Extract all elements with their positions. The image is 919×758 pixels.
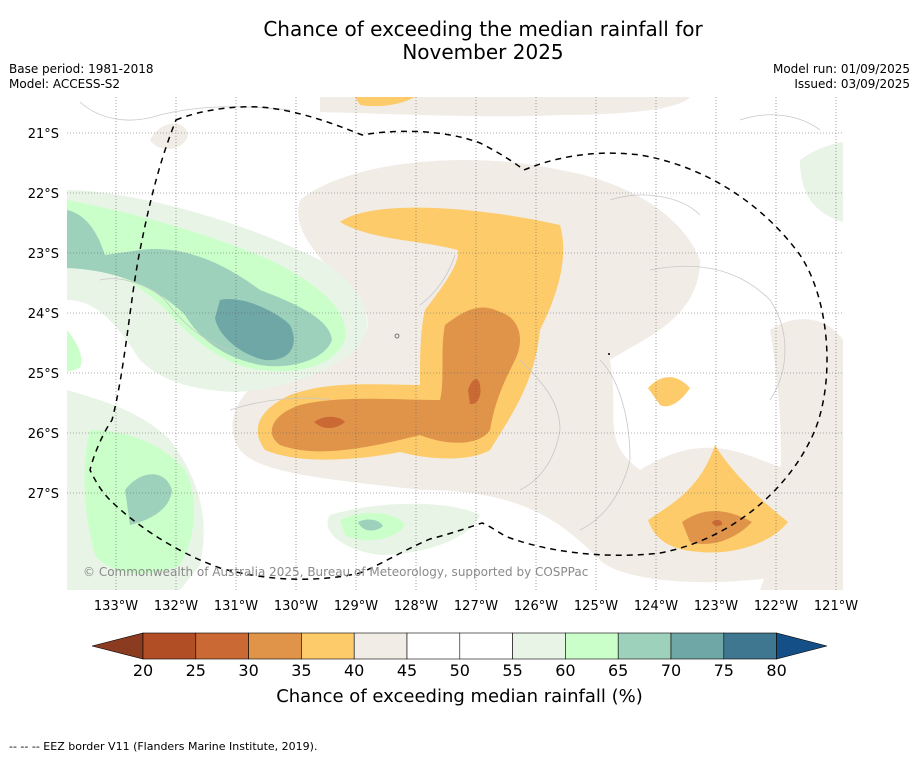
longitude-label: 128°W (394, 599, 438, 614)
colorbar-segment (353, 632, 408, 660)
issued-date: Issued: 03/09/2025 (794, 77, 910, 91)
latitude-label: 22°S (28, 187, 59, 202)
orange-zone-southeast (682, 511, 752, 544)
colorbar-segment (195, 632, 249, 660)
latitude-label: 23°S (28, 247, 59, 262)
colorbar-segment (617, 632, 672, 660)
lightgreen-zone-edge (67, 330, 82, 372)
colorbar-tick-label: 55 (502, 661, 523, 680)
graticule (67, 97, 843, 590)
colorbar-segment (512, 632, 566, 660)
eez-border (89, 106, 828, 580)
darkorange-zone-west (314, 416, 345, 429)
model-run: Model run: 01/09/2025 (772, 62, 910, 76)
latitude-labels: 21°S 22°S 23°S 24°S 25°S 26°S 27°S (28, 127, 59, 502)
colorbar-tick-label: 50 (449, 661, 470, 680)
meta-left: Base period: 1981-2018 Model: ACCESS-S2 (9, 62, 154, 92)
copyright-notice: © Commonwealth of Australia 2025, Bureau… (83, 565, 589, 579)
colorbar-segment (723, 632, 777, 660)
neutral-zone-nw (150, 123, 188, 150)
darkorange-zone-central (468, 378, 481, 405)
latitude-label: 24°S (28, 307, 59, 322)
longitude-labels: 133°W 132°W 131°W 130°W 129°W 128°W 127°W 126°W… (94, 599, 858, 614)
island-dot (608, 353, 610, 355)
longitude-label: 133°W (94, 599, 138, 614)
yellow-zone-southeast (648, 445, 788, 553)
title-line-1: Chance of exceeding the median rainfall … (263, 17, 703, 41)
colorbar-segment (565, 632, 619, 660)
colorbar (91, 632, 828, 660)
colorbar-segment (248, 632, 302, 660)
colorbar-under-arrow (91, 632, 144, 660)
latitude-label: 25°S (28, 367, 59, 382)
contour-lines (79, 101, 821, 531)
latitude-label: 26°S (28, 427, 59, 442)
map-fields (67, 97, 843, 590)
longitude-label: 127°W (454, 599, 498, 614)
longitude-label: 132°W (154, 599, 198, 614)
longitude-label: 124°W (634, 599, 678, 614)
yellow-zone-east (648, 377, 690, 407)
longitude-label: 123°W (694, 599, 738, 614)
longitude-label: 129°W (334, 599, 378, 614)
colorbar-title: Chance of exceeding median rainfall (%) (276, 686, 643, 707)
colorbar-tick-label: 30 (238, 661, 259, 680)
map-title: Chance of exceeding the median rainfall … (0, 18, 919, 64)
eez-footnote: -- -- -- EEZ border V11 (Flanders Marine… (9, 740, 318, 753)
colorbar-tick-label: 75 (713, 661, 734, 680)
longitude-label: 125°W (574, 599, 618, 614)
island-marker (394, 333, 400, 339)
colorbar-tick-label: 45 (396, 661, 418, 680)
colorbar-segment (670, 632, 725, 660)
colorbar-over-arrow (776, 632, 828, 660)
latitude-label: 21°S (28, 127, 59, 142)
colorbar-tick-label: 20 (132, 661, 154, 680)
model-name: Model: ACCESS-S2 (9, 77, 121, 91)
midgreen-zone-southwest (125, 474, 172, 525)
colorbar-tick-label: 80 (766, 661, 787, 680)
neutral-zone-top (320, 97, 690, 117)
base-period: Base period: 1981-2018 (9, 62, 154, 76)
meta-right: Model run: 01/09/2025 Issued: 03/09/2025 (773, 62, 910, 92)
colorbar-segment (459, 632, 513, 660)
colorbar-segment (406, 632, 461, 660)
longitude-label: 126°W (514, 599, 558, 614)
teal-zone (215, 299, 294, 361)
colorbar-tick-label: 25 (185, 661, 206, 680)
colorbar-tick-label: 60 (555, 661, 576, 680)
midgreen-zone-south (358, 519, 383, 531)
yellow-zone-top (355, 97, 415, 107)
longitude-label: 122°W (754, 599, 798, 614)
darkorange-zone-southeast (712, 519, 723, 526)
latitude-label: 27°S (28, 487, 59, 502)
orange-zone-central (271, 307, 520, 452)
title-line-2: November 2025 (402, 40, 564, 64)
colorbar-tick-label: 65 (608, 661, 629, 680)
colorbar-tick-label: 40 (344, 661, 365, 680)
longitude-label: 131°W (214, 599, 258, 614)
colorbar-tick-label: 35 (291, 661, 312, 680)
longitude-label: 130°W (274, 599, 318, 614)
colorbar-segment (142, 632, 197, 660)
colorbar-segment (301, 632, 355, 660)
colorbar-tick-label: 70 (660, 661, 682, 680)
longitude-label: 121°W (814, 599, 858, 614)
green-zone-east (800, 142, 843, 222)
